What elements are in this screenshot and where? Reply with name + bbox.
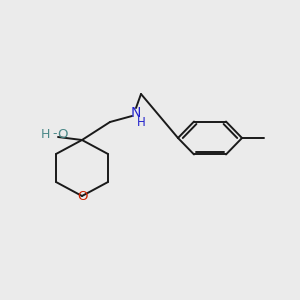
- Text: N: N: [131, 106, 141, 120]
- Text: O: O: [57, 128, 67, 140]
- Text: H: H: [136, 116, 146, 128]
- Text: O: O: [77, 190, 87, 203]
- Text: -: -: [53, 128, 57, 140]
- Text: H: H: [40, 128, 50, 140]
